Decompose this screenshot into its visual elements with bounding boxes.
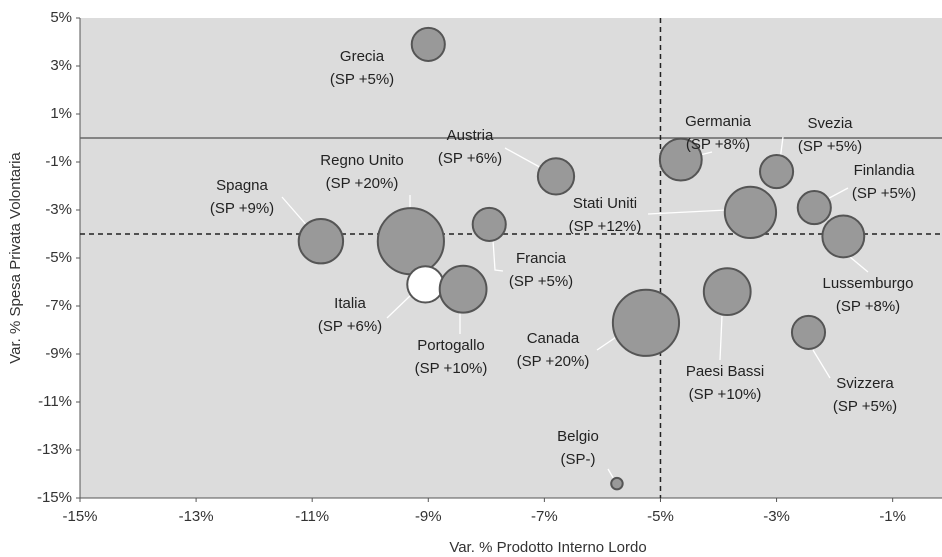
x-tick-label: -7% — [531, 508, 558, 525]
point-label: Italia — [334, 295, 366, 312]
bubble — [410, 26, 446, 62]
bubble — [297, 218, 345, 265]
point-label: Regno Unito — [320, 152, 403, 169]
leader-line — [386, 294, 412, 319]
leader-line — [812, 349, 831, 379]
leader-line — [719, 315, 723, 361]
x-axis-title: Var. % Prodotto Interno Lordo — [449, 539, 646, 556]
bubble — [376, 207, 445, 276]
point-annotation: (SP +5%) — [509, 273, 573, 290]
point-label: Paesi Bassi — [686, 363, 764, 380]
y-tick-label: -7% — [45, 297, 72, 314]
bubble — [759, 154, 795, 190]
y-tick-label: -13% — [37, 441, 72, 458]
point-annotation: (SP +6%) — [318, 318, 382, 335]
bubble — [702, 267, 752, 317]
bubble — [790, 314, 827, 350]
point-annotation: (SP +20%) — [517, 353, 590, 370]
bubble — [723, 185, 778, 240]
point-annotation: (SP +6%) — [438, 150, 502, 167]
point-label: Belgio — [557, 428, 599, 445]
y-tick-label: -11% — [38, 393, 72, 410]
point-annotation: (SP +10%) — [415, 360, 488, 377]
point-annotation: (SP +12%) — [569, 218, 642, 235]
bubble — [438, 264, 488, 314]
y-tick-label: -3% — [45, 201, 72, 218]
point-label: Finlandia — [854, 162, 916, 179]
y-axis-title: Var. % Spesa Privata Volontaria — [7, 152, 24, 364]
bubble — [406, 265, 445, 304]
x-tick-label: -11% — [295, 508, 329, 525]
point-label: Stati Uniti — [573, 195, 637, 212]
point-annotation: (SP-) — [561, 451, 596, 468]
point-label: Svizzera — [836, 375, 894, 392]
bubble — [796, 190, 832, 226]
point-annotation: (SP +5%) — [833, 398, 897, 415]
leader-line — [492, 239, 504, 272]
point-annotation: (SP +9%) — [210, 200, 274, 217]
point-annotation: (SP +8%) — [686, 136, 750, 153]
leader-line — [504, 147, 546, 171]
point-label: Portogallo — [417, 337, 485, 354]
point-label: Spagna — [216, 177, 268, 194]
bubble — [536, 157, 576, 196]
point-label: Francia — [516, 250, 567, 267]
point-annotation: (SP +10%) — [689, 386, 762, 403]
leader-line — [647, 209, 728, 215]
point-annotation: (SP +5%) — [330, 71, 394, 88]
bubble — [821, 214, 866, 259]
point-annotation: (SP +8%) — [836, 298, 900, 315]
y-tick-label: -1% — [45, 153, 72, 170]
plot-area — [80, 18, 942, 498]
point-label: Svezia — [807, 115, 853, 132]
y-tick-label: -5% — [45, 249, 72, 266]
point-label: Lussemburgo — [823, 275, 914, 292]
x-tick-label: -15% — [62, 508, 97, 525]
bubble — [471, 206, 507, 242]
x-tick-label: -1% — [879, 508, 906, 525]
x-tick-label: -3% — [763, 508, 790, 525]
x-tick-label: -9% — [415, 508, 442, 525]
y-tick-label: 1% — [50, 105, 72, 122]
y-tick-label: 3% — [50, 57, 72, 74]
point-label: Canada — [527, 330, 580, 347]
point-annotation: (SP +5%) — [798, 138, 862, 155]
point-label: Grecia — [340, 48, 385, 65]
bubble — [658, 137, 703, 182]
point-annotation: (SP +20%) — [326, 175, 399, 192]
point-label: Germania — [685, 113, 752, 130]
x-tick-label: -5% — [647, 508, 674, 525]
bubble — [610, 476, 624, 491]
x-tick-label: -13% — [179, 508, 214, 525]
point-annotation: (SP +5%) — [852, 185, 916, 202]
y-tick-label: 5% — [50, 9, 72, 26]
leader-line — [849, 256, 869, 273]
point-label: Austria — [447, 127, 494, 144]
y-tick-label: -9% — [45, 345, 72, 362]
bubble — [611, 288, 681, 357]
y-tick-label: -15% — [37, 489, 72, 506]
